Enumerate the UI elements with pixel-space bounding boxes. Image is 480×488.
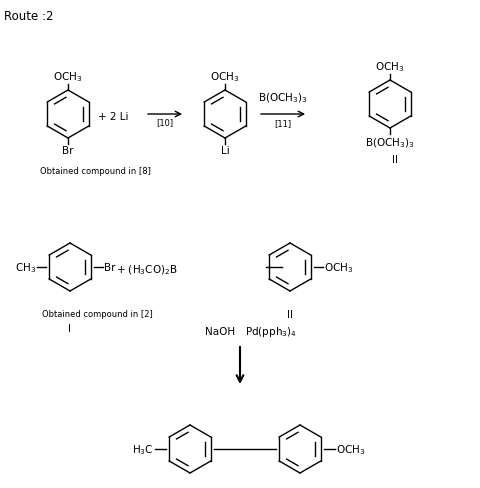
Text: [10]: [10] — [156, 118, 173, 127]
Text: Br: Br — [104, 263, 115, 272]
Text: NaOH: NaOH — [204, 326, 235, 336]
Text: II: II — [391, 155, 397, 164]
Text: Obtained compound in [8]: Obtained compound in [8] — [40, 167, 151, 176]
Text: Route :2: Route :2 — [4, 10, 53, 23]
Text: CH$_3$: CH$_3$ — [15, 261, 36, 274]
Text: + 2 Li: + 2 Li — [98, 112, 128, 122]
Text: + (H$_3$CO)$_2$B: + (H$_3$CO)$_2$B — [116, 263, 177, 276]
Text: Br: Br — [62, 146, 73, 156]
Text: Li: Li — [220, 146, 229, 156]
Text: OCH$_3$: OCH$_3$ — [336, 442, 365, 456]
Text: OCH$_3$: OCH$_3$ — [210, 70, 239, 84]
Text: I: I — [68, 324, 72, 333]
Text: B(OCH$_3$)$_3$: B(OCH$_3$)$_3$ — [364, 136, 414, 149]
Text: Obtained compound in [2]: Obtained compound in [2] — [42, 309, 153, 318]
Text: Pd(pph$_3$)$_4$: Pd(pph$_3$)$_4$ — [244, 325, 296, 338]
Text: H$_3$C: H$_3$C — [132, 442, 154, 456]
Text: II: II — [287, 309, 292, 319]
Text: OCH$_3$: OCH$_3$ — [53, 70, 83, 84]
Text: OCH$_3$: OCH$_3$ — [324, 261, 353, 274]
Text: OCH$_3$: OCH$_3$ — [374, 60, 404, 74]
Text: [11]: [11] — [274, 119, 291, 128]
Text: B(OCH$_3$)$_3$: B(OCH$_3$)$_3$ — [258, 91, 307, 105]
